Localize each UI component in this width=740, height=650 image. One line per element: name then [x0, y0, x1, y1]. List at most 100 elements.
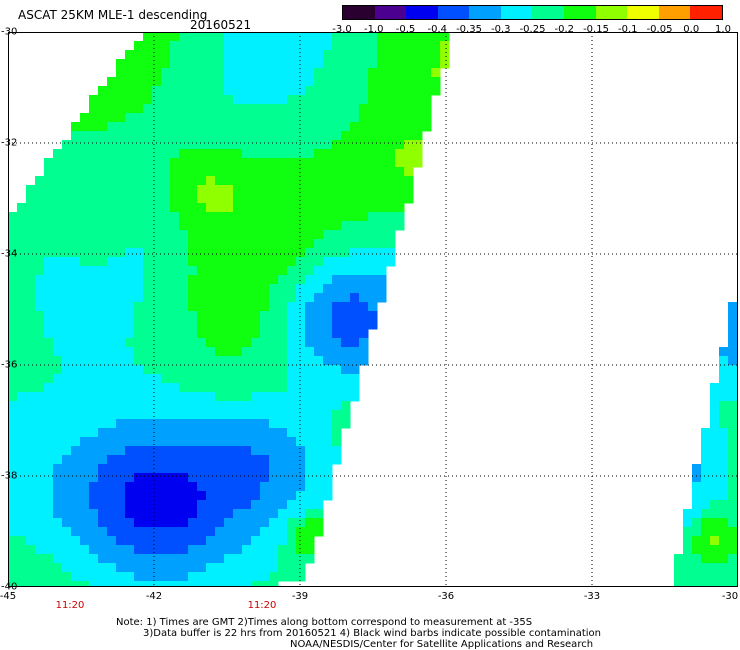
swath-cell [125, 131, 135, 141]
swath-cell [17, 302, 27, 312]
swath-cell [224, 419, 234, 429]
swath-cell [116, 266, 126, 276]
swath-cell [125, 554, 135, 564]
swath-cell [260, 455, 270, 465]
swath-cell [53, 581, 63, 587]
swath-cell [89, 554, 99, 564]
swath-cell [161, 545, 171, 555]
swath-cell [125, 275, 135, 285]
swath-cell [26, 437, 36, 447]
swath-cell [692, 536, 702, 546]
swath-cell [341, 41, 351, 51]
swath-cell [134, 455, 144, 465]
swath-cell [44, 581, 54, 587]
swath-cell [188, 68, 198, 78]
swath-cell [242, 185, 252, 195]
swath-cell [44, 572, 54, 582]
swath-cell [314, 194, 324, 204]
swath-cell [197, 86, 207, 96]
color-scale-label: -0.3 [490, 24, 511, 35]
swath-cell [206, 131, 216, 141]
swath-cell [260, 554, 270, 564]
swath-cell [305, 266, 315, 276]
swath-cell [404, 77, 414, 87]
swath-cell [161, 149, 171, 159]
swath-cell [44, 158, 54, 168]
swath-cell [17, 563, 27, 573]
swath-cell [188, 185, 198, 195]
swath-cell [260, 176, 270, 186]
swath-cell [152, 383, 162, 393]
swath-cell [431, 41, 441, 51]
swath-cell [197, 509, 207, 519]
swath-cell [350, 356, 360, 366]
swath-cell [134, 158, 144, 168]
swath-cell [35, 248, 45, 258]
swath-cell [287, 158, 297, 168]
swath-cell [98, 212, 108, 222]
swath-cell [125, 140, 135, 150]
swath-cell [197, 491, 207, 501]
swath-cell [368, 248, 378, 258]
swath-cell [62, 581, 72, 587]
swath-cell [98, 302, 108, 312]
swath-cell [215, 158, 225, 168]
swath-cell [206, 140, 216, 150]
swath-cell [305, 536, 315, 546]
swath-cell [341, 356, 351, 366]
swath-cell [179, 203, 189, 213]
swath-cell [80, 401, 90, 411]
swath-cell [377, 59, 387, 69]
swath-cell [125, 203, 135, 213]
swath-cell [152, 401, 162, 411]
swath-cell [206, 239, 216, 249]
swath-cell [251, 392, 261, 402]
swath-cell [386, 59, 396, 69]
swath-cell [278, 41, 288, 51]
swath-cell [260, 527, 270, 537]
swath-cell [197, 275, 207, 285]
swath-cell [71, 428, 81, 438]
swath-cell [260, 536, 270, 546]
swath-cell [278, 392, 288, 402]
swath-cell [179, 383, 189, 393]
swath-cell [107, 536, 117, 546]
swath-cell [161, 104, 171, 114]
swath-cell [377, 68, 387, 78]
swath-cell [296, 437, 306, 447]
swath-cell [341, 419, 351, 429]
swath-cell [242, 32, 252, 42]
swath-cell [125, 194, 135, 204]
swath-cell [17, 572, 27, 582]
swath-cell [359, 176, 369, 186]
swath-cell [305, 329, 315, 339]
swath-cell [224, 185, 234, 195]
swath-cell [242, 302, 252, 312]
swath-cell [53, 356, 63, 366]
swath-cell [107, 374, 117, 384]
swath-cell [53, 293, 63, 303]
swath-cell [161, 581, 171, 587]
color-scale-label: -0.25 [519, 24, 546, 35]
swath-cell [62, 293, 72, 303]
swath-cell [71, 500, 81, 510]
swath-cell [179, 446, 189, 456]
swath-cell [134, 383, 144, 393]
swath-cell [233, 572, 243, 582]
swath-cell [359, 284, 369, 294]
swath-cell [269, 140, 279, 150]
swath-cell [296, 275, 306, 285]
swath-cell [242, 554, 252, 564]
swath-cell [224, 383, 234, 393]
swath-cell [350, 41, 360, 51]
swath-cell [323, 311, 333, 321]
swath-cell [35, 473, 45, 483]
swath-cell [395, 122, 405, 132]
swath-cell [143, 356, 153, 366]
swath-cell [80, 518, 90, 528]
swath-cell [143, 482, 153, 492]
longitude-label: -45 [0, 591, 17, 602]
swath-cell [98, 248, 108, 258]
swath-cell [728, 410, 738, 420]
swath-cell [332, 122, 342, 132]
